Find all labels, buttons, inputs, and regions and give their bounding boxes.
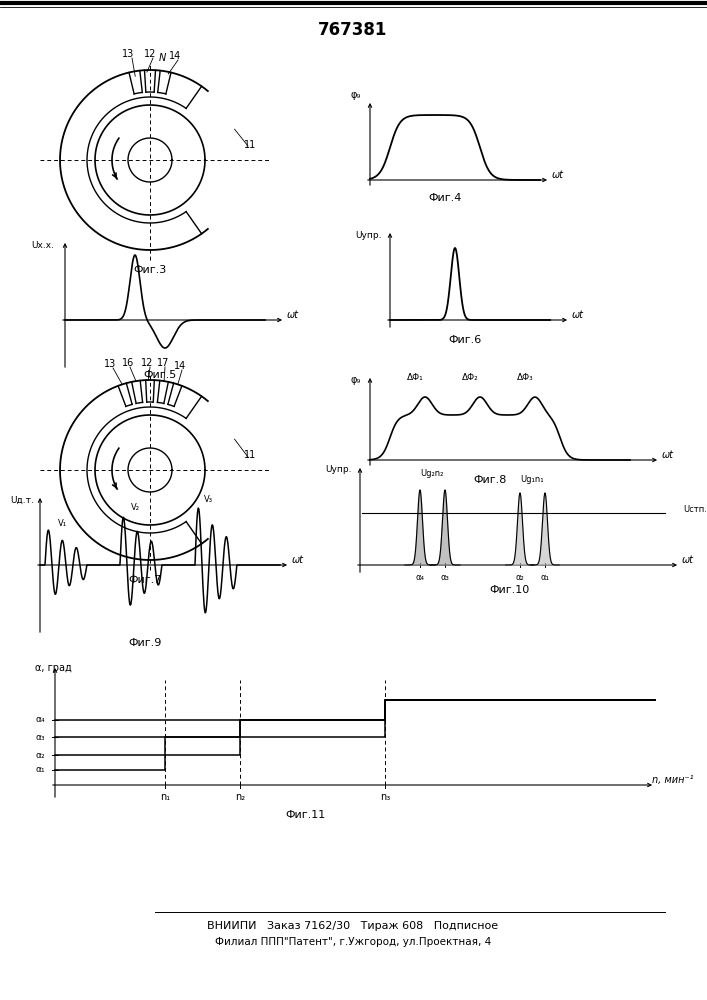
Polygon shape (506, 493, 534, 565)
Text: n₂: n₂ (235, 792, 245, 802)
Text: Ug₁n₁: Ug₁n₁ (520, 476, 544, 485)
Text: 13: 13 (104, 359, 116, 369)
Text: 13: 13 (122, 49, 134, 59)
Text: n₃: n₃ (380, 792, 390, 802)
Text: α₁: α₁ (35, 766, 45, 774)
Text: n, мин⁻¹: n, мин⁻¹ (653, 775, 694, 785)
Text: 11: 11 (244, 450, 256, 460)
Text: ВНИИПИ   Заказ 7162/30   Тираж 608   Подписное: ВНИИПИ Заказ 7162/30 Тираж 608 Подписное (207, 921, 498, 931)
Text: 14: 14 (174, 361, 186, 371)
Text: α₁: α₁ (541, 572, 549, 582)
Text: Фиг.5: Фиг.5 (144, 370, 177, 380)
Text: ΔΦ₃: ΔΦ₃ (517, 372, 533, 381)
Text: Фиг.3: Фиг.3 (134, 265, 167, 275)
Text: ωt: ωt (682, 555, 694, 565)
Text: N: N (158, 53, 165, 63)
Polygon shape (430, 490, 460, 565)
Text: ωt: ωt (552, 170, 564, 180)
Text: 12: 12 (141, 358, 153, 368)
Text: ωt: ωt (662, 450, 674, 460)
Text: Фиг.11: Фиг.11 (285, 810, 325, 820)
Text: α, град: α, град (35, 663, 71, 673)
Polygon shape (405, 490, 435, 565)
Text: Uупр.: Uупр. (355, 231, 381, 239)
Text: Фиг.7: Фиг.7 (128, 575, 162, 585)
Text: ωt: ωt (292, 555, 304, 565)
Text: α₃: α₃ (35, 732, 45, 742)
Text: Фиг.9: Фиг.9 (128, 638, 162, 648)
Text: n₁: n₁ (160, 792, 170, 802)
Text: ωt: ωt (287, 310, 299, 320)
Text: φ₉: φ₉ (351, 90, 361, 100)
Text: Фиг.6: Фиг.6 (448, 335, 481, 345)
Text: Фиг.10: Фиг.10 (490, 585, 530, 595)
Text: α₃: α₃ (440, 572, 450, 582)
Text: ΔΦ₁: ΔΦ₁ (407, 372, 423, 381)
Text: V₂: V₂ (131, 504, 139, 512)
Text: 16: 16 (122, 358, 134, 368)
Text: α₄: α₄ (35, 716, 45, 724)
Text: Фиг.8: Фиг.8 (473, 475, 507, 485)
Text: Uх.х.: Uх.х. (32, 240, 54, 249)
Text: Uстп.: Uстп. (683, 506, 707, 514)
Polygon shape (531, 493, 559, 565)
Text: 767381: 767381 (318, 21, 387, 39)
Text: α₄: α₄ (416, 572, 424, 582)
Text: Uд.т.: Uд.т. (10, 495, 34, 504)
Text: ωt: ωt (572, 310, 584, 320)
Text: φ₉: φ₉ (351, 375, 361, 385)
Text: 17: 17 (157, 358, 169, 368)
Text: Фиг.4: Фиг.4 (428, 193, 462, 203)
Text: V₃: V₃ (204, 494, 213, 504)
Text: Uупр.: Uупр. (325, 466, 351, 475)
Text: Филиал ППП"Патент", г.Ужгород, ул.Проектная, 4: Филиал ППП"Патент", г.Ужгород, ул.Проект… (215, 937, 491, 947)
Text: V₁: V₁ (57, 518, 66, 528)
Text: α₂: α₂ (35, 750, 45, 760)
Text: 11: 11 (244, 140, 256, 150)
Text: Ug₂n₂: Ug₂n₂ (421, 468, 444, 478)
Text: ΔΦ₂: ΔΦ₂ (462, 372, 479, 381)
Text: α₂: α₂ (515, 572, 525, 582)
Text: 14: 14 (169, 51, 181, 61)
Text: 12: 12 (144, 49, 156, 59)
